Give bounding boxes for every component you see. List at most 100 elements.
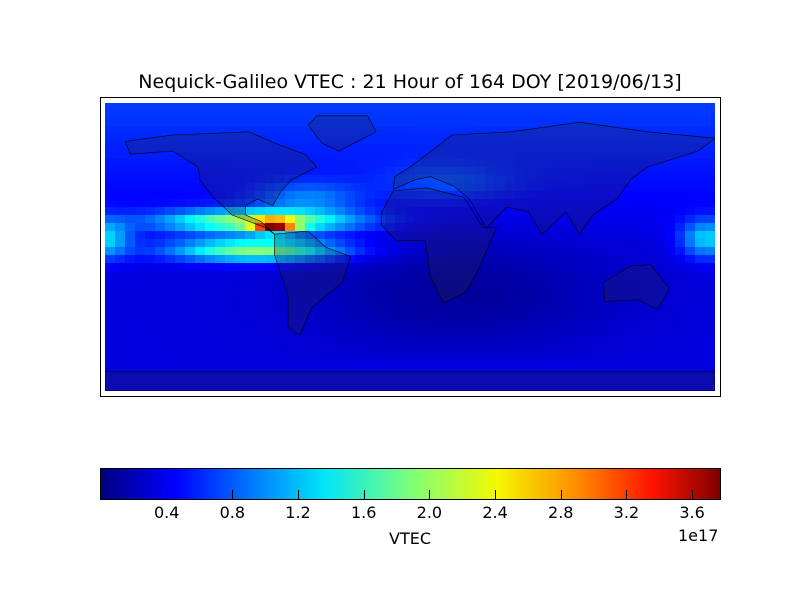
- heatmap-cell: [505, 351, 516, 360]
- heatmap-cell: [235, 135, 246, 144]
- heatmap-cell: [675, 159, 686, 168]
- heatmap-cell: [585, 343, 596, 352]
- heatmap-cell: [105, 127, 116, 136]
- heatmap-cell: [405, 151, 416, 160]
- heatmap-cell: [705, 343, 715, 352]
- heatmap-cell: [235, 335, 246, 344]
- heatmap-cell: [495, 303, 506, 312]
- heatmap-cell: [235, 271, 246, 280]
- heatmap-cell: [165, 279, 176, 288]
- heatmap-cell: [355, 119, 366, 128]
- heatmap-cell: [685, 175, 696, 184]
- heatmap-cell: [555, 207, 566, 216]
- heatmap-cell: [135, 103, 146, 112]
- heatmap-cell: [455, 159, 466, 168]
- heatmap-cell: [435, 247, 446, 256]
- heatmap-cell: [345, 175, 356, 184]
- heatmap-cell: [205, 303, 216, 312]
- heatmap-cell: [245, 255, 256, 264]
- heatmap-cell: [665, 151, 676, 160]
- heatmap-cell: [185, 239, 196, 248]
- heatmap-cell: [555, 199, 566, 208]
- heatmap-cell: [255, 367, 266, 376]
- heatmap-cell: [625, 319, 636, 328]
- heatmap-cell: [595, 231, 606, 240]
- heatmap-cell: [295, 167, 306, 176]
- heatmap-cell: [695, 271, 706, 280]
- heatmap-cell: [615, 111, 626, 120]
- heatmap-cell: [625, 303, 636, 312]
- heatmap-cell: [435, 303, 446, 312]
- heatmap-cell: [515, 135, 526, 144]
- heatmap-cell: [115, 295, 126, 304]
- heatmap-cell: [625, 183, 636, 192]
- heatmap-cell: [255, 231, 266, 240]
- heatmap-cell: [615, 279, 626, 288]
- heatmap-cell: [565, 167, 576, 176]
- heatmap-cell: [375, 295, 386, 304]
- heatmap-cell: [225, 119, 236, 128]
- heatmap-cell: [215, 215, 226, 224]
- heatmap-cell: [445, 335, 456, 344]
- heatmap-cell: [305, 327, 316, 336]
- heatmap-cell: [635, 223, 646, 232]
- heatmap-cell: [175, 239, 186, 248]
- heatmap-cell: [635, 103, 646, 112]
- heatmap-cell: [545, 103, 556, 112]
- heatmap-cell: [505, 383, 516, 391]
- heatmap-cell: [355, 383, 366, 391]
- heatmap-cell: [145, 375, 156, 384]
- heatmap-cell: [115, 303, 126, 312]
- heatmap-cell: [145, 159, 156, 168]
- heatmap-cell: [455, 247, 466, 256]
- colorbar-tick: [560, 490, 562, 499]
- heatmap-cell: [275, 207, 286, 216]
- heatmap-cell: [395, 327, 406, 336]
- heatmap-cell: [105, 167, 116, 176]
- heatmap-cell: [135, 239, 146, 248]
- heatmap-cell: [185, 311, 196, 320]
- heatmap-cell: [535, 351, 546, 360]
- heatmap-cell: [375, 327, 386, 336]
- heatmap-cell: [625, 239, 636, 248]
- heatmap-cell: [535, 119, 546, 128]
- heatmap-cell: [345, 295, 356, 304]
- heatmap-cell: [505, 223, 516, 232]
- heatmap-cell: [465, 159, 476, 168]
- colorbar-tick-label: 2.4: [482, 503, 508, 522]
- heatmap-cell: [275, 351, 286, 360]
- heatmap-cell: [485, 295, 496, 304]
- heatmap-cell: [695, 127, 706, 136]
- heatmap-cell: [395, 151, 406, 160]
- heatmap-cell: [135, 295, 146, 304]
- heatmap-cell: [205, 351, 216, 360]
- heatmap-cell: [695, 343, 706, 352]
- heatmap-cell: [465, 303, 476, 312]
- heatmap-cell: [645, 343, 656, 352]
- heatmap-cell: [425, 383, 436, 391]
- heatmap-cell: [165, 351, 176, 360]
- heatmap-cell: [315, 287, 326, 296]
- heatmap-cell: [445, 143, 456, 152]
- heatmap-cell: [375, 359, 386, 368]
- heatmap-cell: [455, 175, 466, 184]
- heatmap-cell: [355, 103, 366, 112]
- heatmap-cell: [265, 359, 276, 368]
- heatmap-cell: [195, 319, 206, 328]
- heatmap-cell: [575, 199, 586, 208]
- heatmap-cell: [625, 167, 636, 176]
- heatmap-cell: [505, 231, 516, 240]
- heatmap-cell: [265, 135, 276, 144]
- heatmap-cell: [565, 239, 576, 248]
- heatmap-cell: [125, 191, 136, 200]
- heatmap-cell: [275, 271, 286, 280]
- heatmap-cell: [135, 327, 146, 336]
- heatmap-cell: [235, 127, 246, 136]
- heatmap-cell: [115, 359, 126, 368]
- heatmap-cell: [525, 103, 536, 112]
- heatmap-cell: [555, 151, 566, 160]
- heatmap-cell: [445, 263, 456, 272]
- heatmap-cell: [665, 319, 676, 328]
- heatmap-cell: [625, 199, 636, 208]
- heatmap-cell: [605, 231, 616, 240]
